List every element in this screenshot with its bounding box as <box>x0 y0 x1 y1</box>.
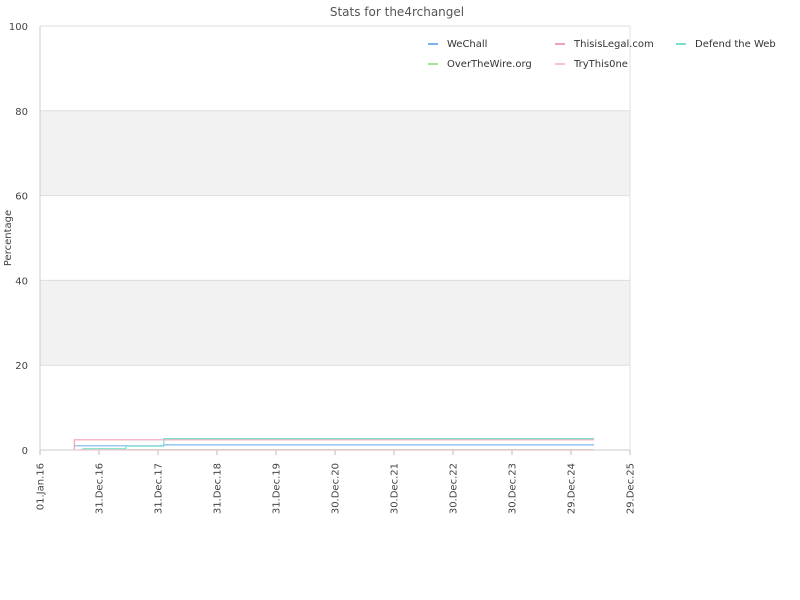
series-lines <box>73 438 594 451</box>
legend-label: WeChall <box>447 39 487 50</box>
grid-lines <box>40 25 630 451</box>
tick-labels: 0 20 40 60 80 100 01.Jan.16 31.Dec.16 31.Dec.17 3… <box>9 22 637 514</box>
x-tick-label: 29.Dec.25 <box>626 463 637 514</box>
y-tick-label: 100 <box>9 22 28 33</box>
x-tick-label: 31.Dec.18 <box>213 463 224 514</box>
legend-label: TryThis0ne <box>573 59 628 70</box>
y-tick-label: 60 <box>15 192 28 203</box>
x-tick-label: 31.Dec.17 <box>154 463 165 514</box>
x-tick-label: 31.Dec.19 <box>272 463 283 514</box>
x-tick-label: 30.Dec.20 <box>331 463 342 514</box>
legend-label: ThisisLegal.com <box>573 39 654 50</box>
plot-band <box>40 110 630 196</box>
plot-bands <box>40 110 630 366</box>
legend-label: OverTheWire.org <box>447 59 532 70</box>
x-tick-label: 30.Dec.23 <box>508 463 519 514</box>
chart-title: Stats for the4rchangel <box>330 5 464 19</box>
y-tick-label: 80 <box>15 107 28 118</box>
series-line <box>82 438 594 450</box>
y-tick-label: 40 <box>15 276 28 287</box>
series-line <box>73 439 594 450</box>
x-tick-label: 30.Dec.22 <box>449 463 460 514</box>
plot-band <box>40 280 630 366</box>
x-tick-label: 29.Dec.24 <box>567 463 578 514</box>
y-tick-label: 0 <box>22 446 28 457</box>
axes <box>39 26 631 455</box>
x-tick-label: 01.Jan.16 <box>36 463 47 510</box>
y-tick-label: 20 <box>15 361 28 372</box>
legend-label: Defend the Web <box>695 39 776 50</box>
x-tick-label: 30.Dec.21 <box>390 463 401 514</box>
y-axis-label: Percentage <box>3 210 14 266</box>
x-tick-label: 31.Dec.16 <box>95 463 106 514</box>
legend: WeChall ThisisLegal.com Defend the Web Over… <box>428 39 776 70</box>
